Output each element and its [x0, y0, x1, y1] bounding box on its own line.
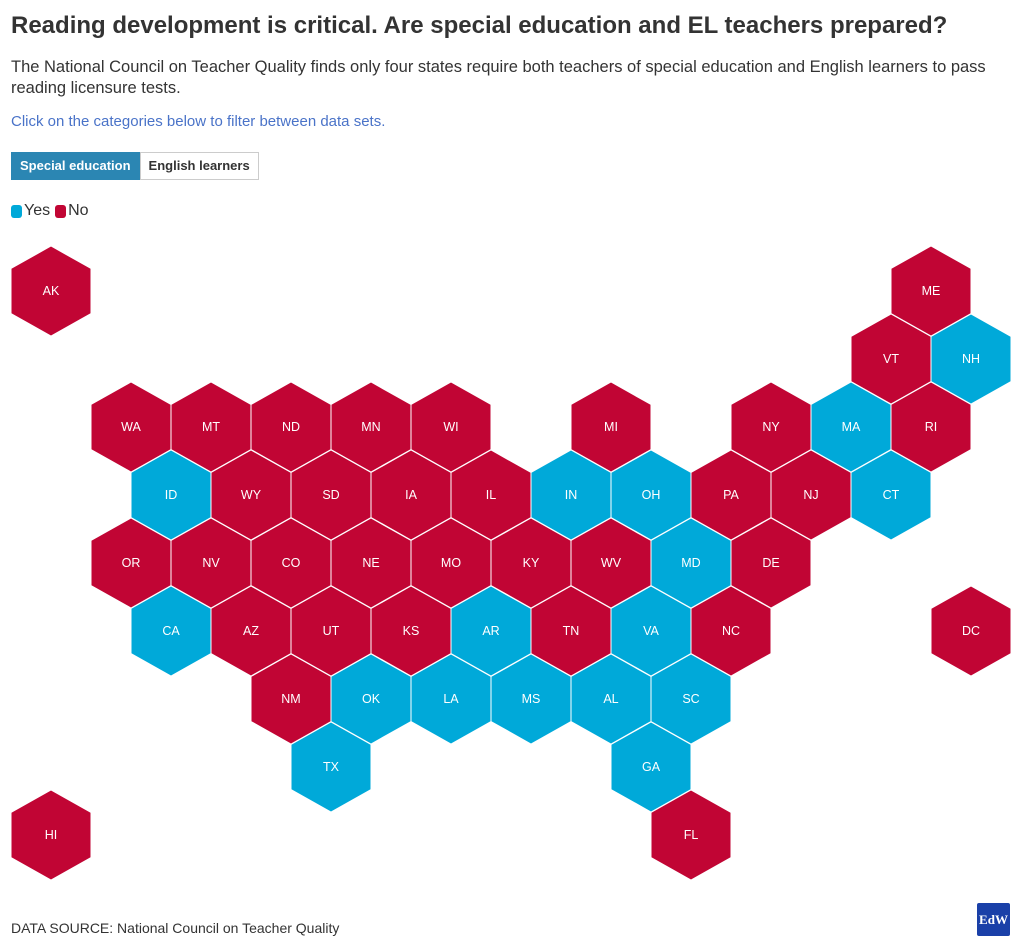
state-label-tn: TN: [563, 624, 580, 638]
legend-swatch-yes: [11, 204, 22, 218]
state-hex-ak[interactable]: AK: [10, 245, 92, 337]
state-hex-la[interactable]: LA: [410, 653, 492, 745]
state-label-nh: NH: [962, 352, 980, 366]
chart-title: Reading development is critical. Are spe…: [11, 12, 948, 39]
state-hex-oh[interactable]: OH: [610, 449, 692, 541]
state-label-ak: AK: [43, 284, 60, 298]
state-label-nd: ND: [282, 420, 300, 434]
state-label-ky: KY: [523, 556, 540, 570]
state-hex-ne[interactable]: NE: [330, 517, 412, 609]
state-label-ny: NY: [762, 420, 780, 434]
state-hex-al[interactable]: AL: [570, 653, 652, 745]
state-label-tx: TX: [323, 760, 340, 774]
state-hex-in[interactable]: IN: [530, 449, 612, 541]
state-label-ok: OK: [362, 692, 381, 706]
tab-english-learners[interactable]: English learners: [139, 152, 259, 180]
legend-label-yes: Yes: [24, 202, 51, 219]
state-label-ri: RI: [925, 420, 938, 434]
state-label-nc: NC: [722, 624, 740, 638]
state-label-ne: NE: [362, 556, 379, 570]
state-label-ms: MS: [522, 692, 541, 706]
state-hex-shape-ak[interactable]: [10, 245, 92, 337]
state-label-la: LA: [443, 692, 459, 706]
state-hex-ms[interactable]: MS: [490, 653, 572, 745]
state-hex-ky[interactable]: KY: [490, 517, 572, 609]
state-hex-mo[interactable]: MO: [410, 517, 492, 609]
state-label-mn: MN: [361, 420, 380, 434]
state-label-mt: MT: [202, 420, 220, 434]
state-hex-wi[interactable]: WI: [410, 381, 492, 473]
chart-subtitle: The National Council on Teacher Quality …: [11, 58, 986, 97]
state-hex-ct[interactable]: CT: [850, 449, 932, 541]
state-hex-shape-fl[interactable]: [650, 789, 732, 881]
state-label-nj: NJ: [803, 488, 818, 502]
state-hex-shape-hi[interactable]: [10, 789, 92, 881]
state-label-sd: SD: [322, 488, 339, 502]
state-label-vt: VT: [883, 352, 899, 366]
state-hex-ok[interactable]: OK: [330, 653, 412, 745]
state-label-ma: MA: [842, 420, 861, 434]
state-label-ar: AR: [482, 624, 499, 638]
state-label-nm: NM: [281, 692, 300, 706]
state-hex-tx[interactable]: TX: [290, 721, 372, 813]
state-label-ks: KS: [403, 624, 420, 638]
state-label-ga: GA: [642, 760, 661, 774]
tab-special-education[interactable]: Special education: [11, 152, 140, 180]
legend: Yes No: [11, 202, 94, 220]
state-hex-ks[interactable]: KS: [370, 585, 452, 677]
state-label-or: OR: [122, 556, 141, 570]
state-label-sc: SC: [682, 692, 699, 706]
state-hex-wa[interactable]: WA: [90, 381, 172, 473]
state-label-al: AL: [603, 692, 618, 706]
state-label-az: AZ: [243, 624, 259, 638]
state-hex-mn[interactable]: MN: [330, 381, 412, 473]
state-label-oh: OH: [642, 488, 661, 502]
category-tabs: Special education English learners: [11, 152, 259, 180]
state-label-va: VA: [643, 624, 659, 638]
legend-swatch-no: [55, 204, 67, 218]
state-label-dc: DC: [962, 624, 980, 638]
legend-label-no: No: [68, 202, 89, 219]
state-label-wa: WA: [121, 420, 141, 434]
state-label-ct: CT: [883, 488, 900, 502]
state-label-id: ID: [165, 488, 178, 502]
filter-instruction: Click on the categories below to filter …: [11, 113, 386, 130]
state-label-fl: FL: [684, 828, 699, 842]
state-label-ut: UT: [323, 624, 340, 638]
state-hex-dc[interactable]: DC: [930, 585, 1012, 677]
state-label-mi: MI: [604, 420, 618, 434]
state-label-me: ME: [922, 284, 941, 298]
state-label-de: DE: [762, 556, 779, 570]
state-label-hi: HI: [45, 828, 58, 842]
state-label-wi: WI: [443, 420, 458, 434]
state-label-pa: PA: [723, 488, 739, 502]
state-label-il: IL: [486, 488, 496, 502]
legend-item-yes[interactable]: Yes: [11, 202, 50, 220]
state-hex-shape-tx[interactable]: [290, 721, 372, 813]
state-hex-ny[interactable]: NY: [730, 381, 812, 473]
state-hex-shape-ct[interactable]: [850, 449, 932, 541]
state-hex-hi[interactable]: HI: [10, 789, 92, 881]
state-label-in: IN: [565, 488, 578, 502]
state-hex-nh[interactable]: NH: [930, 313, 1012, 405]
data-source: DATA SOURCE: National Council on Teacher…: [11, 920, 340, 936]
state-label-ia: IA: [405, 488, 417, 502]
edweek-logo[interactable]: EdW: [977, 903, 1010, 936]
state-label-ca: CA: [162, 624, 180, 638]
state-label-nv: NV: [202, 556, 220, 570]
state-hex-fl[interactable]: FL: [650, 789, 732, 881]
state-label-wy: WY: [241, 488, 262, 502]
state-label-mo: MO: [441, 556, 461, 570]
state-hex-shape-dc[interactable]: [930, 585, 1012, 677]
state-label-md: MD: [681, 556, 700, 570]
state-label-wv: WV: [601, 556, 622, 570]
state-label-co: CO: [282, 556, 301, 570]
state-hex-ri[interactable]: RI: [890, 381, 972, 473]
legend-item-no[interactable]: No: [55, 202, 89, 220]
state-hex-mi[interactable]: MI: [570, 381, 652, 473]
